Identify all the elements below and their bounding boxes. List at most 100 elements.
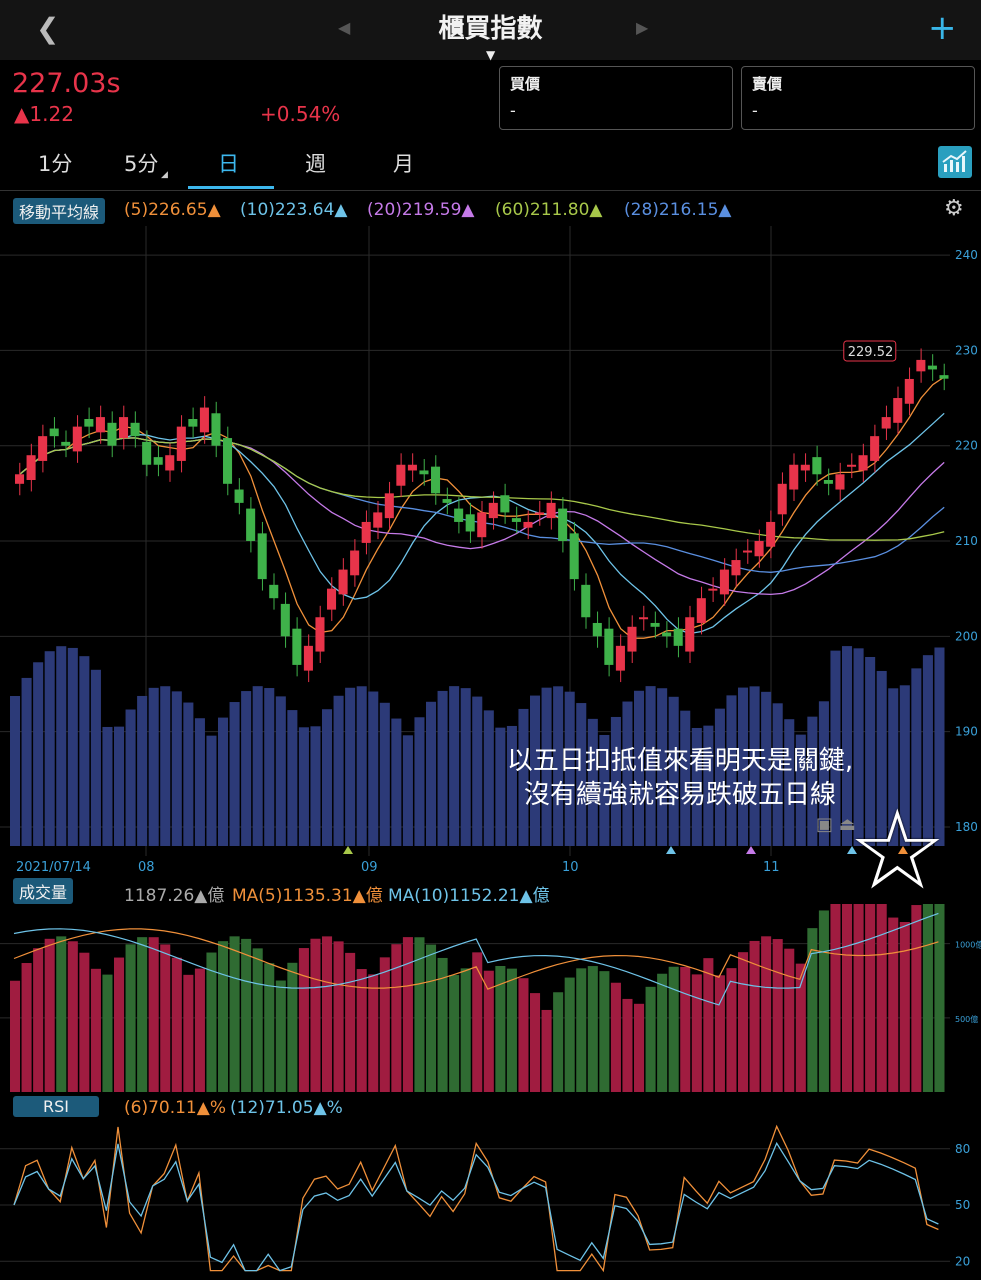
candle-body <box>650 622 660 627</box>
volume-bar <box>79 952 90 1092</box>
candle-body <box>546 502 556 519</box>
tab-1min[interactable]: 1分 <box>38 152 73 176</box>
volume-overlay-bar <box>460 688 471 846</box>
tab-5min[interactable]: 5分 <box>124 152 159 176</box>
volume-overlay-bar <box>252 686 263 846</box>
candle-body <box>407 464 417 471</box>
next-symbol-arrow-icon[interactable]: ▶ <box>636 18 649 37</box>
ma28-value: (28)216.15▲ <box>624 200 732 220</box>
back-chevron-icon[interactable]: ❮ <box>36 12 60 45</box>
candle-body <box>223 438 233 484</box>
candle-body <box>766 521 776 547</box>
volume-ma5-value: MA(5)1135.31▲億 <box>232 886 383 906</box>
volume-bar <box>853 904 864 1092</box>
candle-body <box>442 499 452 503</box>
candle-body <box>858 455 868 471</box>
candle-body <box>708 588 718 591</box>
chart-type-icon[interactable] <box>938 146 972 178</box>
candle-body <box>685 617 695 652</box>
volume-bar <box>761 936 772 1092</box>
candlestick-chart[interactable]: 240 230 220 210 200 190 180 2021/07/14 08 09 10 11 2… <box>0 226 981 876</box>
volume-overlay-bar <box>795 734 806 846</box>
volume-overlay-bar <box>483 710 494 846</box>
volume-bar <box>148 937 159 1092</box>
volume-overlay-bar <box>714 708 725 846</box>
tab-month[interactable]: 月 <box>393 152 414 176</box>
volume-bar <box>772 939 783 1092</box>
date-axis-label: 08 <box>138 860 155 875</box>
volume-ma-line <box>13 928 939 990</box>
rsi-chart[interactable]: 80 50 20 <box>0 1120 981 1280</box>
price-axis-label: 200 <box>955 629 978 643</box>
volume-overlay-bar <box>553 686 564 846</box>
volume-chart[interactable]: 1000億 500億 <box>0 904 981 1092</box>
candle-body <box>26 455 36 480</box>
ma-legend-chip[interactable]: 移動平均線 <box>13 198 106 224</box>
add-plus-icon[interactable]: + <box>928 8 957 48</box>
volume-bar <box>322 936 333 1092</box>
tab-day[interactable]: 日 <box>218 152 239 176</box>
ma10-value: (10)223.64▲ <box>240 200 348 220</box>
candle-body <box>38 436 48 461</box>
volume-bar <box>530 993 541 1092</box>
prev-symbol-arrow-icon[interactable]: ◀ <box>338 18 351 37</box>
candle-body <box>789 464 799 490</box>
volume-bar <box>911 905 922 1092</box>
volume-bar <box>899 922 910 1092</box>
price-axis-label: 220 <box>955 439 978 453</box>
volume-overlay-bar <box>10 696 21 846</box>
volume-overlay-bar <box>90 669 101 846</box>
price-change: ▲1.22 <box>14 102 74 126</box>
volume-bar <box>125 944 136 1092</box>
overlay-toggle-icons[interactable]: ▣ ⏏ <box>816 814 856 835</box>
candle-body <box>939 375 949 379</box>
volume-bar <box>714 975 725 1092</box>
volume-overlay-bar <box>67 647 78 846</box>
settings-gear-icon[interactable]: ⚙ <box>944 196 964 221</box>
rsi-axis-label: 20 <box>955 1254 970 1268</box>
volume-legend-chip[interactable]: 成交量 <box>13 878 74 904</box>
candle-body <box>696 598 706 623</box>
price-axis-label: 190 <box>955 725 978 739</box>
candle-body <box>373 512 383 528</box>
volume-overlay-bar <box>506 725 517 846</box>
active-tab-indicator <box>188 186 274 189</box>
tab-week[interactable]: 週 <box>305 152 326 176</box>
candle-body <box>188 419 198 427</box>
candle-body <box>916 359 926 372</box>
candle-body <box>731 560 741 576</box>
price-change-percent: +0.54% <box>260 102 341 126</box>
price-axis-label: 230 <box>955 343 978 357</box>
candle-body <box>581 584 591 618</box>
candle-body <box>835 474 845 490</box>
candle-body <box>615 645 625 671</box>
volume-overlay-bar <box>79 656 90 846</box>
candle-body <box>234 489 244 503</box>
volume-bar <box>587 966 598 1092</box>
candle-body <box>153 457 163 465</box>
high-price-marker-label: 229.52 <box>848 345 894 360</box>
volume-bar <box>33 948 44 1092</box>
candle-body <box>927 365 937 370</box>
price-axis-label: 180 <box>955 820 978 834</box>
volume-bar <box>691 974 702 1092</box>
candle-body <box>627 626 637 652</box>
volume-overlay-bar <box>56 646 67 846</box>
candle-body <box>431 466 441 494</box>
candle-body <box>107 422 117 446</box>
volume-overlay-bar <box>842 646 853 846</box>
candle-body <box>673 628 683 646</box>
event-marker-icon <box>898 846 908 854</box>
volume-bar <box>414 937 425 1092</box>
dropdown-indicator-icon[interactable]: ▼ <box>486 48 496 62</box>
volume-bar <box>668 966 679 1092</box>
rsi-legend-chip[interactable]: RSI <box>13 1096 99 1117</box>
volume-bar <box>437 957 448 1092</box>
volume-overlay-bar <box>345 687 356 846</box>
candle-body <box>743 550 753 553</box>
candle-body <box>142 441 152 465</box>
volume-bar <box>56 936 67 1092</box>
candle-body <box>904 378 914 404</box>
volume-bar <box>622 998 633 1092</box>
volume-overlay-bar <box>784 719 795 846</box>
